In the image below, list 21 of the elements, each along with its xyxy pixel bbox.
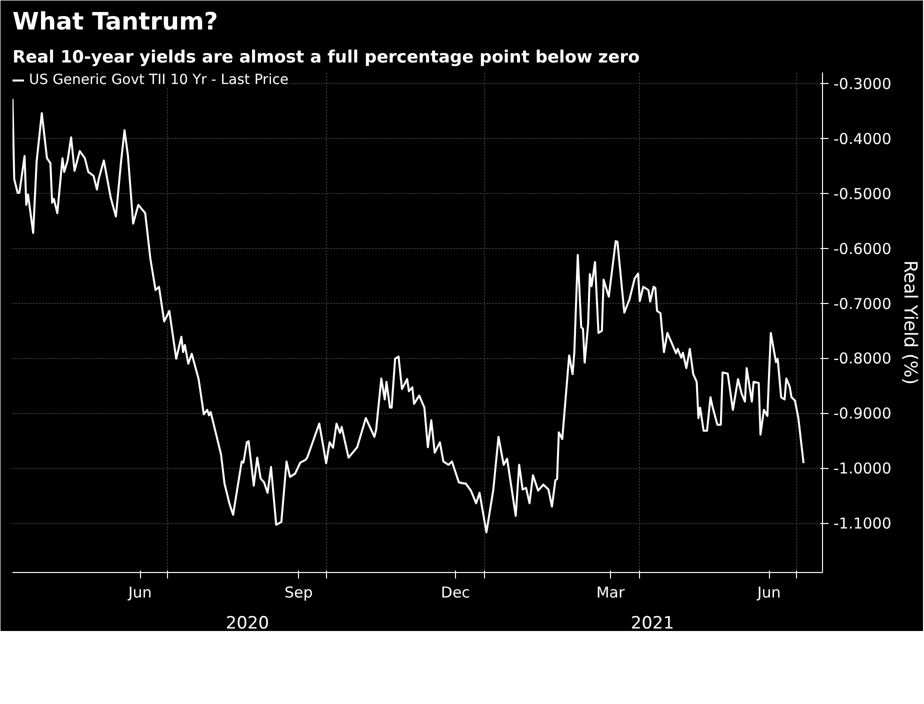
x-tick-label: Jun: [127, 584, 152, 602]
x-tick-label: Mar: [596, 584, 626, 602]
y-tick-label: -1.1000: [834, 514, 892, 533]
x-tick-label: Sep: [284, 584, 313, 602]
y-tick-label: -1.0000: [834, 460, 892, 478]
y-tick-label: -0.7000: [834, 294, 892, 313]
y-tick-label: -0.8000: [834, 350, 892, 368]
text: 2020: [226, 614, 270, 634]
x-tick-label: Jun: [756, 584, 781, 602]
x-tick-label: Dec: [440, 584, 470, 602]
y-axis-title: Real Yield (%): [899, 260, 920, 385]
chart-subtitle: Real 10-year yields are almost a full percentage point below zero: [12, 48, 640, 68]
y-tick-label: -0.5000: [834, 184, 892, 203]
y-tick-label: -0.3000: [834, 74, 892, 93]
legend-label: US Generic Govt TII 10 Yr - Last Price: [29, 72, 289, 88]
text: 2021: [630, 614, 674, 634]
y-tick-label: -0.4000: [834, 130, 892, 148]
chart-title: What Tantrum?: [12, 8, 218, 36]
y-tick-label: -0.9000: [834, 404, 892, 423]
y-tick-label: -0.6000: [834, 240, 892, 258]
line-series: [12, 98, 805, 534]
